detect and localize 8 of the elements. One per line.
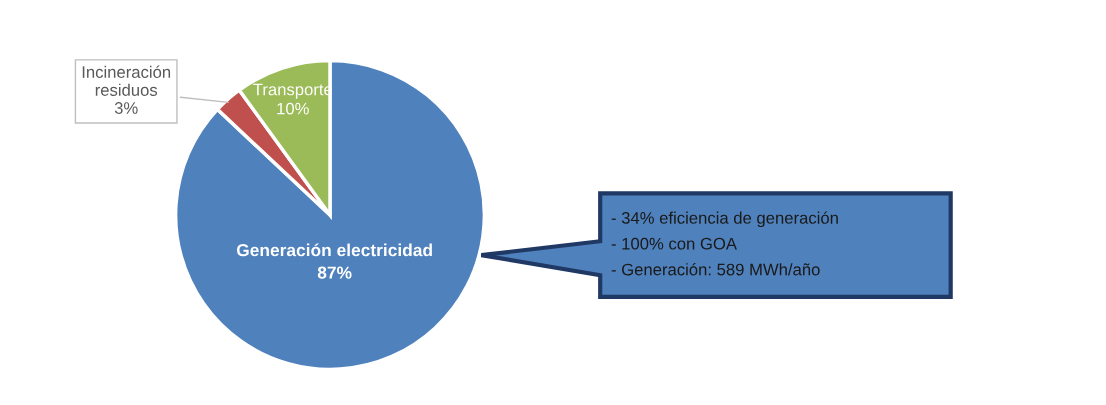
text: - 100% con GOA — [611, 237, 737, 250]
text: - 34% eficiencia de generación — [611, 211, 838, 228]
data-label: 3% — [114, 102, 138, 114]
data-label: 87% — [317, 266, 352, 279]
data-label: 10% — [277, 102, 309, 115]
slice-label: Generación electricidad — [236, 243, 432, 257]
text: - Generación: 589 MWh/año — [611, 263, 820, 276]
slice-label: Incineración residuos — [82, 65, 171, 96]
